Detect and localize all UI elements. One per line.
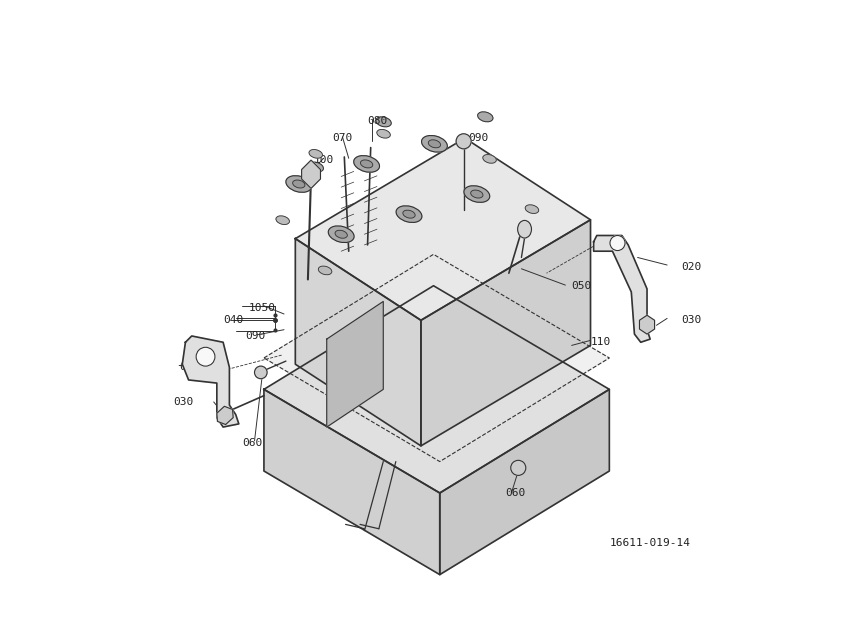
Circle shape bbox=[255, 366, 267, 379]
Text: 050: 050 bbox=[571, 281, 592, 291]
Polygon shape bbox=[264, 389, 440, 575]
Polygon shape bbox=[327, 301, 383, 427]
Text: 040: 040 bbox=[223, 315, 244, 325]
Polygon shape bbox=[421, 220, 590, 446]
Ellipse shape bbox=[525, 205, 538, 214]
Polygon shape bbox=[264, 286, 610, 493]
Ellipse shape bbox=[276, 216, 290, 224]
Text: 080: 080 bbox=[368, 116, 388, 126]
Polygon shape bbox=[296, 239, 421, 446]
Polygon shape bbox=[640, 315, 655, 334]
Circle shape bbox=[610, 236, 625, 251]
Ellipse shape bbox=[377, 129, 390, 138]
Ellipse shape bbox=[354, 156, 380, 172]
Text: 100: 100 bbox=[314, 155, 335, 165]
Text: 090: 090 bbox=[468, 133, 488, 143]
Text: 110: 110 bbox=[590, 337, 610, 347]
Ellipse shape bbox=[329, 226, 354, 242]
Ellipse shape bbox=[318, 266, 332, 274]
Polygon shape bbox=[217, 406, 233, 425]
Polygon shape bbox=[594, 236, 650, 342]
Ellipse shape bbox=[361, 160, 373, 168]
Ellipse shape bbox=[286, 176, 312, 192]
Text: 030: 030 bbox=[173, 397, 193, 407]
Polygon shape bbox=[302, 160, 321, 188]
Ellipse shape bbox=[421, 136, 447, 152]
Ellipse shape bbox=[396, 206, 422, 222]
Ellipse shape bbox=[309, 149, 323, 158]
Text: 010: 010 bbox=[179, 362, 199, 372]
Polygon shape bbox=[440, 389, 610, 575]
Circle shape bbox=[196, 347, 215, 366]
Text: 1050: 1050 bbox=[248, 303, 275, 313]
Text: 070: 070 bbox=[332, 133, 352, 143]
Ellipse shape bbox=[335, 230, 348, 238]
Text: 16611-019-14: 16611-019-14 bbox=[610, 538, 690, 548]
Circle shape bbox=[456, 134, 471, 149]
Ellipse shape bbox=[428, 140, 440, 148]
Ellipse shape bbox=[478, 112, 493, 122]
Polygon shape bbox=[296, 138, 590, 320]
Text: 030: 030 bbox=[681, 315, 701, 325]
Text: 060: 060 bbox=[505, 488, 526, 498]
Ellipse shape bbox=[518, 220, 531, 238]
Text: 090: 090 bbox=[245, 331, 265, 341]
Polygon shape bbox=[182, 336, 238, 427]
Ellipse shape bbox=[308, 162, 323, 172]
Ellipse shape bbox=[403, 210, 415, 218]
Text: 020: 020 bbox=[681, 262, 701, 272]
Ellipse shape bbox=[483, 154, 496, 163]
Ellipse shape bbox=[376, 117, 391, 127]
Polygon shape bbox=[264, 254, 610, 462]
Circle shape bbox=[511, 460, 525, 475]
Ellipse shape bbox=[293, 180, 305, 188]
Ellipse shape bbox=[471, 190, 483, 198]
Text: 060: 060 bbox=[242, 438, 262, 448]
Ellipse shape bbox=[464, 186, 490, 202]
